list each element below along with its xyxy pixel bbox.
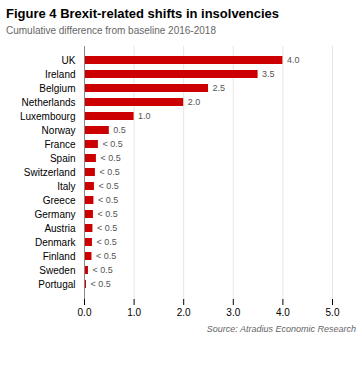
svg-text:UK: UK [62,55,76,66]
svg-text:Norway: Norway [42,125,76,136]
svg-text:Finland: Finland [43,251,76,262]
html-text:Source: Atradius Economic Rese: Source: Atradius Economic Research [206,324,356,334]
svg-text:3.5: 3.5 [262,69,275,79]
svg-text:< 0.5: < 0.5 [92,265,112,275]
svg-text:France: France [44,139,76,150]
svg-text:< 0.5: < 0.5 [102,139,122,149]
svg-text:< 0.5: < 0.5 [100,153,120,163]
svg-text:< 0.5: < 0.5 [97,209,117,219]
html-text:Figure 4 Brexit-related shifts: Figure 4 Brexit-related shifts in insolv… [6,6,280,21]
svg-text:4.0: 4.0 [287,55,300,65]
svg-text:< 0.5: < 0.5 [98,195,118,205]
svg-text:0.0: 0.0 [78,307,92,318]
svg-text:Switzerland: Switzerland [24,167,76,178]
svg-text:1.0: 1.0 [127,307,141,318]
svg-text:< 0.5: < 0.5 [90,279,110,289]
svg-text:< 0.5: < 0.5 [96,237,116,247]
svg-text:2.0: 2.0 [177,307,191,318]
svg-text:0.5: 0.5 [113,125,126,135]
svg-text:3.0: 3.0 [226,307,240,318]
svg-text:< 0.5: < 0.5 [98,181,118,191]
svg-text:Luxembourg: Luxembourg [20,111,76,122]
svg-text:Sweden: Sweden [39,265,75,276]
svg-text:Denmark: Denmark [35,237,77,248]
svg-text:Belgium: Belgium [39,83,75,94]
svg-text:Ireland: Ireland [45,69,76,80]
svg-text:Portugal: Portugal [38,279,75,290]
html-text:Cumulative difference from bas: Cumulative difference from baseline 2016… [6,25,216,36]
svg-text:Netherlands: Netherlands [22,97,76,108]
svg-text:< 0.5: < 0.5 [97,223,117,233]
svg-text:Spain: Spain [50,153,76,164]
svg-text:< 0.5: < 0.5 [99,167,119,177]
svg-text:5.0: 5.0 [326,307,340,318]
svg-text:2.0: 2.0 [188,97,201,107]
svg-text:Greece: Greece [43,195,76,206]
svg-text:2.5: 2.5 [213,83,226,93]
svg-text:< 0.5: < 0.5 [96,251,116,261]
svg-text:Austria: Austria [44,223,76,234]
svg-text:4.0: 4.0 [276,307,290,318]
svg-text:Italy: Italy [57,181,75,192]
svg-text:1.0: 1.0 [138,111,151,121]
svg-text:Germany: Germany [34,209,75,220]
